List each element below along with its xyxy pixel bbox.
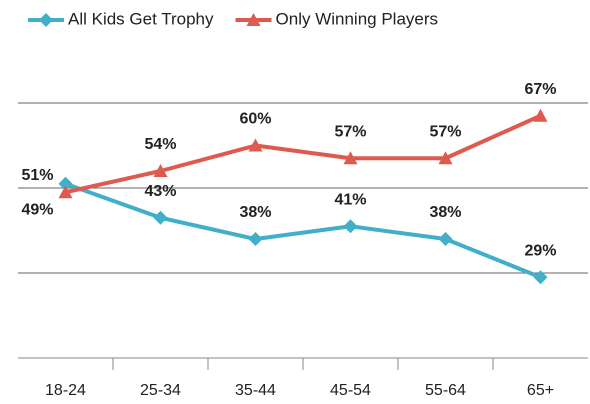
marker	[153, 210, 168, 225]
x-tick-label: 25-34	[140, 382, 181, 399]
marker	[438, 232, 453, 246]
data-label: 60%	[239, 111, 271, 128]
marker	[153, 164, 168, 177]
marker	[58, 185, 73, 199]
x-tick-label: 45-54	[330, 382, 371, 399]
marker	[533, 270, 548, 285]
marker	[248, 232, 263, 246]
marker	[343, 219, 358, 234]
series-line	[64, 181, 542, 280]
marker	[438, 151, 453, 165]
legend-label: Only Winning Players	[276, 9, 439, 28]
data-label: 67%	[524, 81, 556, 98]
data-label: 38%	[429, 204, 461, 221]
legend-marker	[246, 13, 261, 26]
marker	[533, 108, 548, 122]
legend-label: All Kids Get Trophy	[68, 9, 214, 28]
series-line	[65, 113, 542, 195]
data-label: 57%	[429, 123, 461, 140]
legend-marker	[39, 13, 53, 27]
data-label: 54%	[144, 136, 176, 153]
x-tick-label: 65+	[527, 382, 554, 399]
x-tick-label: 18-24	[45, 382, 86, 399]
x-tick-label: 55-64	[425, 382, 466, 399]
data-label: 57%	[334, 123, 366, 140]
marker	[248, 138, 263, 152]
marker	[58, 176, 73, 191]
data-label: 41%	[334, 191, 366, 208]
data-label: 29%	[524, 242, 556, 259]
data-label: 49%	[21, 201, 53, 218]
data-label: 38%	[239, 204, 271, 221]
data-label: 51%	[21, 167, 53, 184]
marker	[343, 151, 358, 165]
x-tick-label: 35-44	[235, 382, 276, 399]
data-label: 43%	[144, 183, 176, 200]
